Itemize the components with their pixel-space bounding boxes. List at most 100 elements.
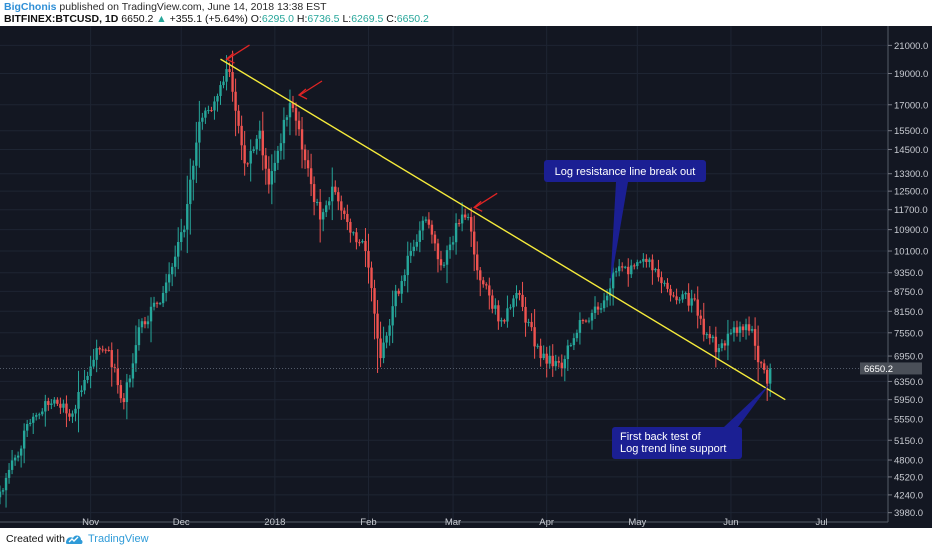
created-with-text: Created with xyxy=(6,533,65,545)
candle-body xyxy=(660,277,663,284)
candle-body xyxy=(617,266,621,272)
price-tick-label: 4240.0 xyxy=(894,490,923,501)
candle-body xyxy=(201,117,204,122)
candle-body xyxy=(198,121,201,143)
candle-body xyxy=(439,259,443,266)
candle-body xyxy=(207,110,210,112)
chart-area[interactable]: Log resistance line break out First back … xyxy=(0,26,932,528)
candle-body xyxy=(273,162,277,172)
candle-body xyxy=(427,219,431,225)
candle-body xyxy=(690,298,693,306)
candle-body xyxy=(77,391,80,409)
candle-body xyxy=(104,349,107,351)
candle-body xyxy=(657,268,660,278)
candle-body xyxy=(340,201,343,211)
candle-body xyxy=(494,305,497,309)
candle-body xyxy=(765,369,769,384)
candle-body xyxy=(119,385,123,399)
candle-body xyxy=(469,217,473,232)
candle-body xyxy=(391,306,394,326)
candle-body xyxy=(68,413,71,417)
candle-body xyxy=(693,298,696,300)
candle-body xyxy=(309,168,313,185)
candle-body xyxy=(264,155,267,169)
candle-body xyxy=(515,292,518,299)
candle-body xyxy=(10,460,14,470)
candle-body xyxy=(222,81,225,86)
arrow-line xyxy=(227,44,250,60)
price-axis xyxy=(888,26,932,528)
candles xyxy=(0,50,772,508)
candle-body xyxy=(364,240,367,252)
candle-body xyxy=(415,241,419,247)
candle-body xyxy=(636,262,639,267)
candle-body xyxy=(569,345,573,347)
candle-body xyxy=(255,138,258,150)
candle-body xyxy=(614,271,618,273)
candle-body xyxy=(403,275,406,282)
candle-body xyxy=(361,240,364,243)
candle-body xyxy=(524,306,527,323)
candle-body xyxy=(270,171,274,185)
trend-line xyxy=(220,58,786,401)
last-price-badge xyxy=(860,362,922,375)
callout-box xyxy=(544,160,706,182)
candle-body xyxy=(62,403,65,408)
author-link[interactable]: BigChonis xyxy=(4,1,57,13)
close-label: C: xyxy=(383,13,397,25)
candle-body xyxy=(418,230,422,242)
candle-body xyxy=(500,320,503,322)
candlestick-chart[interactable]: Log resistance line break out First back … xyxy=(0,26,932,528)
candle-body xyxy=(681,294,684,300)
candle-body xyxy=(430,224,434,235)
candle-body xyxy=(258,130,261,139)
candle-body xyxy=(231,72,234,92)
candle-body xyxy=(355,232,358,243)
arrow-line xyxy=(299,80,323,96)
candle-body xyxy=(328,201,331,206)
candle-body xyxy=(406,255,409,276)
candle-body xyxy=(651,259,654,271)
high-label: H: xyxy=(293,13,308,25)
candle-body xyxy=(125,382,129,403)
candle-body xyxy=(714,336,718,353)
candle-body xyxy=(750,329,754,331)
candle-body xyxy=(388,325,391,336)
candle-body xyxy=(451,242,455,245)
candle-body xyxy=(611,272,615,289)
candle-body xyxy=(213,101,216,111)
arrow-head-icon xyxy=(473,200,483,212)
candle-body xyxy=(13,457,17,461)
candle-body xyxy=(409,251,412,256)
candle-body xyxy=(204,110,207,118)
candle-body xyxy=(110,350,113,368)
tradingview-logo-icon[interactable] xyxy=(64,532,84,546)
candle-body xyxy=(666,282,669,289)
candle-body xyxy=(71,413,74,417)
candle-body xyxy=(557,361,560,363)
tradingview-brand[interactable]: TradingView xyxy=(88,533,149,545)
candle-body xyxy=(684,292,687,295)
candle-body xyxy=(648,259,651,263)
candle-body xyxy=(584,320,588,322)
candle-body xyxy=(738,326,742,333)
price-tick-label: 5150.0 xyxy=(894,436,923,447)
candle-body xyxy=(521,294,524,307)
candle-body xyxy=(306,160,310,169)
candle-body xyxy=(186,204,189,230)
price-tick-label: 5550.0 xyxy=(894,415,923,426)
callout-pointer xyxy=(610,182,628,287)
up-arrow-icon: ▲ xyxy=(156,13,167,25)
candle-body xyxy=(180,232,183,242)
price-tick-label: 10900.0 xyxy=(894,225,928,236)
candle-body xyxy=(726,333,730,346)
candle-body xyxy=(65,403,68,414)
close-value: 6650.2 xyxy=(396,13,429,25)
candle-body xyxy=(107,349,110,351)
candle-body xyxy=(572,338,576,346)
candle-body xyxy=(454,223,458,243)
candle-body xyxy=(343,210,346,214)
candle-body xyxy=(602,300,606,309)
candle-body xyxy=(503,320,506,322)
change-value: +355.1 (+5.64%) xyxy=(166,13,251,25)
